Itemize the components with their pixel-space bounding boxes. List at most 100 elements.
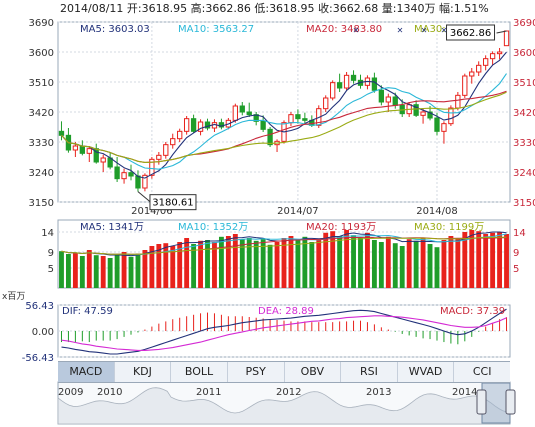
tab-boll[interactable]: BOLL [171,362,228,382]
candle-body [114,166,120,180]
volume-label: 量: [381,2,397,15]
volume-bar [385,236,391,288]
candle-body [496,51,503,55]
volume-bar [337,236,343,288]
volume-bar [191,244,197,288]
volume-bar [149,246,155,288]
candle-body [218,122,225,128]
price-right-tick: 3600 [513,48,535,59]
macd-legend-2: DEA: 28.89 [258,306,314,317]
quote-header: 2014/08/11 开:3618.95 高:3662.86 低:3618.95… [60,0,489,16]
price-legend-1: MA5: 3603.03 [80,24,150,35]
volume-value: 1340万 [396,2,436,15]
candle-body [163,144,169,156]
volume-legend-4: MA30: 1199万 [414,222,484,233]
volume-bar [232,234,238,288]
volume-bar [107,258,113,288]
tab-wvad[interactable]: WVAD [398,362,455,382]
volume-unit-label: x百万 [2,291,25,302]
volume-bar [378,242,384,288]
price-right-tick: 3690 [513,18,535,29]
candle-body [330,82,336,99]
tab-cci[interactable]: CCI [472,365,492,378]
candle-body [142,174,148,189]
candle-body [239,105,245,113]
price-legend-3: MA20: 3483.80 [306,24,382,35]
candle-body [413,104,419,116]
candle-body [204,121,211,129]
volume-bar [267,244,273,288]
candle-body [260,120,266,130]
volume-bar [490,232,496,288]
volume-bar [205,240,210,288]
change-label: 幅: [439,2,454,15]
close-value: 3662.68 [332,2,379,15]
candle-body [135,175,141,189]
candle-body [288,114,294,124]
candle-body [79,145,85,154]
price-left-tick: 3510 [29,78,54,89]
volume-bar [434,247,440,288]
price-left-tick: 3150 [29,198,54,209]
candle-body [441,123,447,132]
high-marker-box [446,24,496,41]
navigator-year: 2011 [196,387,221,398]
volume-bar [365,232,370,288]
candle-body [246,111,252,116]
price-right-tick: 3240 [513,168,535,179]
candle-body [232,105,238,121]
candle-body [128,172,134,177]
high-marker-leader [496,30,507,34]
volume-bar [114,255,120,288]
volume-bar [392,243,398,288]
dif-line [61,308,507,355]
navigator-left-handle[interactable] [476,389,487,415]
change-value: 1.51% [453,2,489,15]
ma30-line [61,91,507,163]
volume-bar [323,232,329,288]
volume-bar [427,244,433,288]
navigator-window [481,382,511,424]
volume-bar [260,239,266,288]
volume-left-tick: 14 [41,228,54,239]
volume-bar [170,246,176,288]
volume-bar [135,253,141,288]
volume-bar [455,238,461,288]
close-label: 收: [318,2,333,15]
volume-bar [156,244,162,288]
candle-body [420,111,426,116]
volume-bar [225,236,231,288]
volume-bar [72,252,78,288]
tab-macd[interactable]: MACD [58,362,115,382]
volume-bar [399,246,405,288]
price-left-tick: 3600 [29,48,54,59]
tab-rsi[interactable]: RSI [341,362,398,382]
indicator-tabs: MACD KDJ BOLL PSY OBV RSI WVAD CCI [58,361,510,383]
tab-psy[interactable]: PSY [228,362,285,382]
volume-bar [100,256,106,288]
event-marker-2: ✕ [397,26,404,35]
navigator-year: 2012 [276,387,301,398]
candle-body [121,172,127,180]
price-right-tick: 3330 [513,138,535,149]
volume-bar [93,255,99,288]
low-marker-label: 3180.61 [152,198,193,209]
navigator-right-handle[interactable] [505,389,516,415]
volume-bar [462,232,468,288]
volume-bar [316,240,322,288]
tab-obv[interactable]: OBV [285,362,342,382]
volume-bar [309,242,315,288]
candle-body [371,77,378,91]
candle-body [489,53,496,60]
candle-body [336,82,343,89]
candle-body [302,118,308,121]
event-marker-1: ✕ [353,26,360,35]
volume-bar [420,237,426,288]
tab-kdj[interactable]: KDJ [115,362,172,382]
price-left-tick: 3330 [29,138,54,149]
candle-body [190,118,197,132]
price-legend-2: MA10: 3563.27 [178,24,254,35]
candle-body [503,30,510,47]
volume-bar [330,231,336,288]
volume-bar [406,239,412,288]
